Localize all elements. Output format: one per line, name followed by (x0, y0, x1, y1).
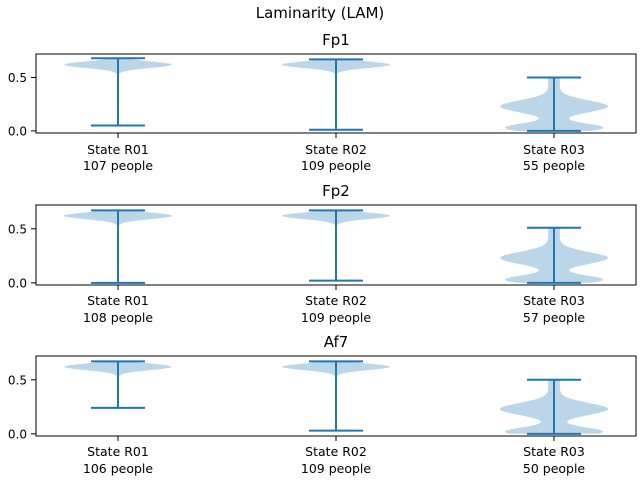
x-tick-label: State R01 (87, 444, 149, 459)
x-tick-count: 109 people (301, 461, 372, 476)
y-tick-label: 0.5 (8, 222, 27, 236)
subplot-title: Fp2 (322, 182, 350, 200)
x-tick-count: 109 people (301, 310, 372, 325)
x-tick-count: 57 people (523, 310, 586, 325)
y-tick-label: 0.5 (8, 71, 27, 85)
x-tick-count: 107 people (83, 158, 154, 173)
x-tick-count: 55 people (523, 158, 586, 173)
subplot-af7: Af7 0.0 0.5 State R01 106 people State R… (8, 333, 637, 476)
y-axis: 0.0 0.5 (8, 222, 36, 290)
y-axis: 0.0 0.5 (8, 71, 36, 138)
x-tick-label: State R03 (523, 142, 585, 157)
x-tick-label: State R02 (305, 142, 367, 157)
x-tick-label: State R03 (523, 293, 585, 308)
x-tick-label: State R01 (87, 293, 149, 308)
x-tick-label: State R03 (523, 444, 585, 459)
x-tick-count: 109 people (301, 158, 372, 173)
subplot-fp1: Fp1 0.0 0.5 State R01 107 people State R… (8, 31, 637, 173)
y-tick-label: 0.0 (8, 124, 27, 138)
x-tick-label: State R02 (305, 444, 367, 459)
subplot-title: Af7 (324, 333, 349, 351)
y-tick-label: 0.0 (8, 276, 27, 290)
y-tick-label: 0.0 (8, 427, 27, 441)
subplot-fp2: Fp2 0.0 0.5 State R01 108 people State R… (8, 182, 637, 325)
x-tick-label: State R02 (305, 293, 367, 308)
x-tick-label: State R01 (87, 142, 149, 157)
x-axis: State R01 108 people State R02 109 peopl… (83, 285, 586, 325)
y-axis: 0.0 0.5 (8, 373, 36, 441)
figure-suptitle: Laminarity (LAM) (256, 4, 385, 22)
x-axis: State R01 107 people State R02 109 peopl… (83, 133, 586, 173)
x-tick-count: 106 people (83, 461, 154, 476)
subplot-title: Fp1 (322, 31, 350, 49)
y-tick-label: 0.5 (8, 373, 27, 387)
x-tick-count: 50 people (523, 461, 586, 476)
x-tick-count: 108 people (83, 310, 154, 325)
x-axis: State R01 106 people State R02 109 peopl… (83, 436, 586, 476)
